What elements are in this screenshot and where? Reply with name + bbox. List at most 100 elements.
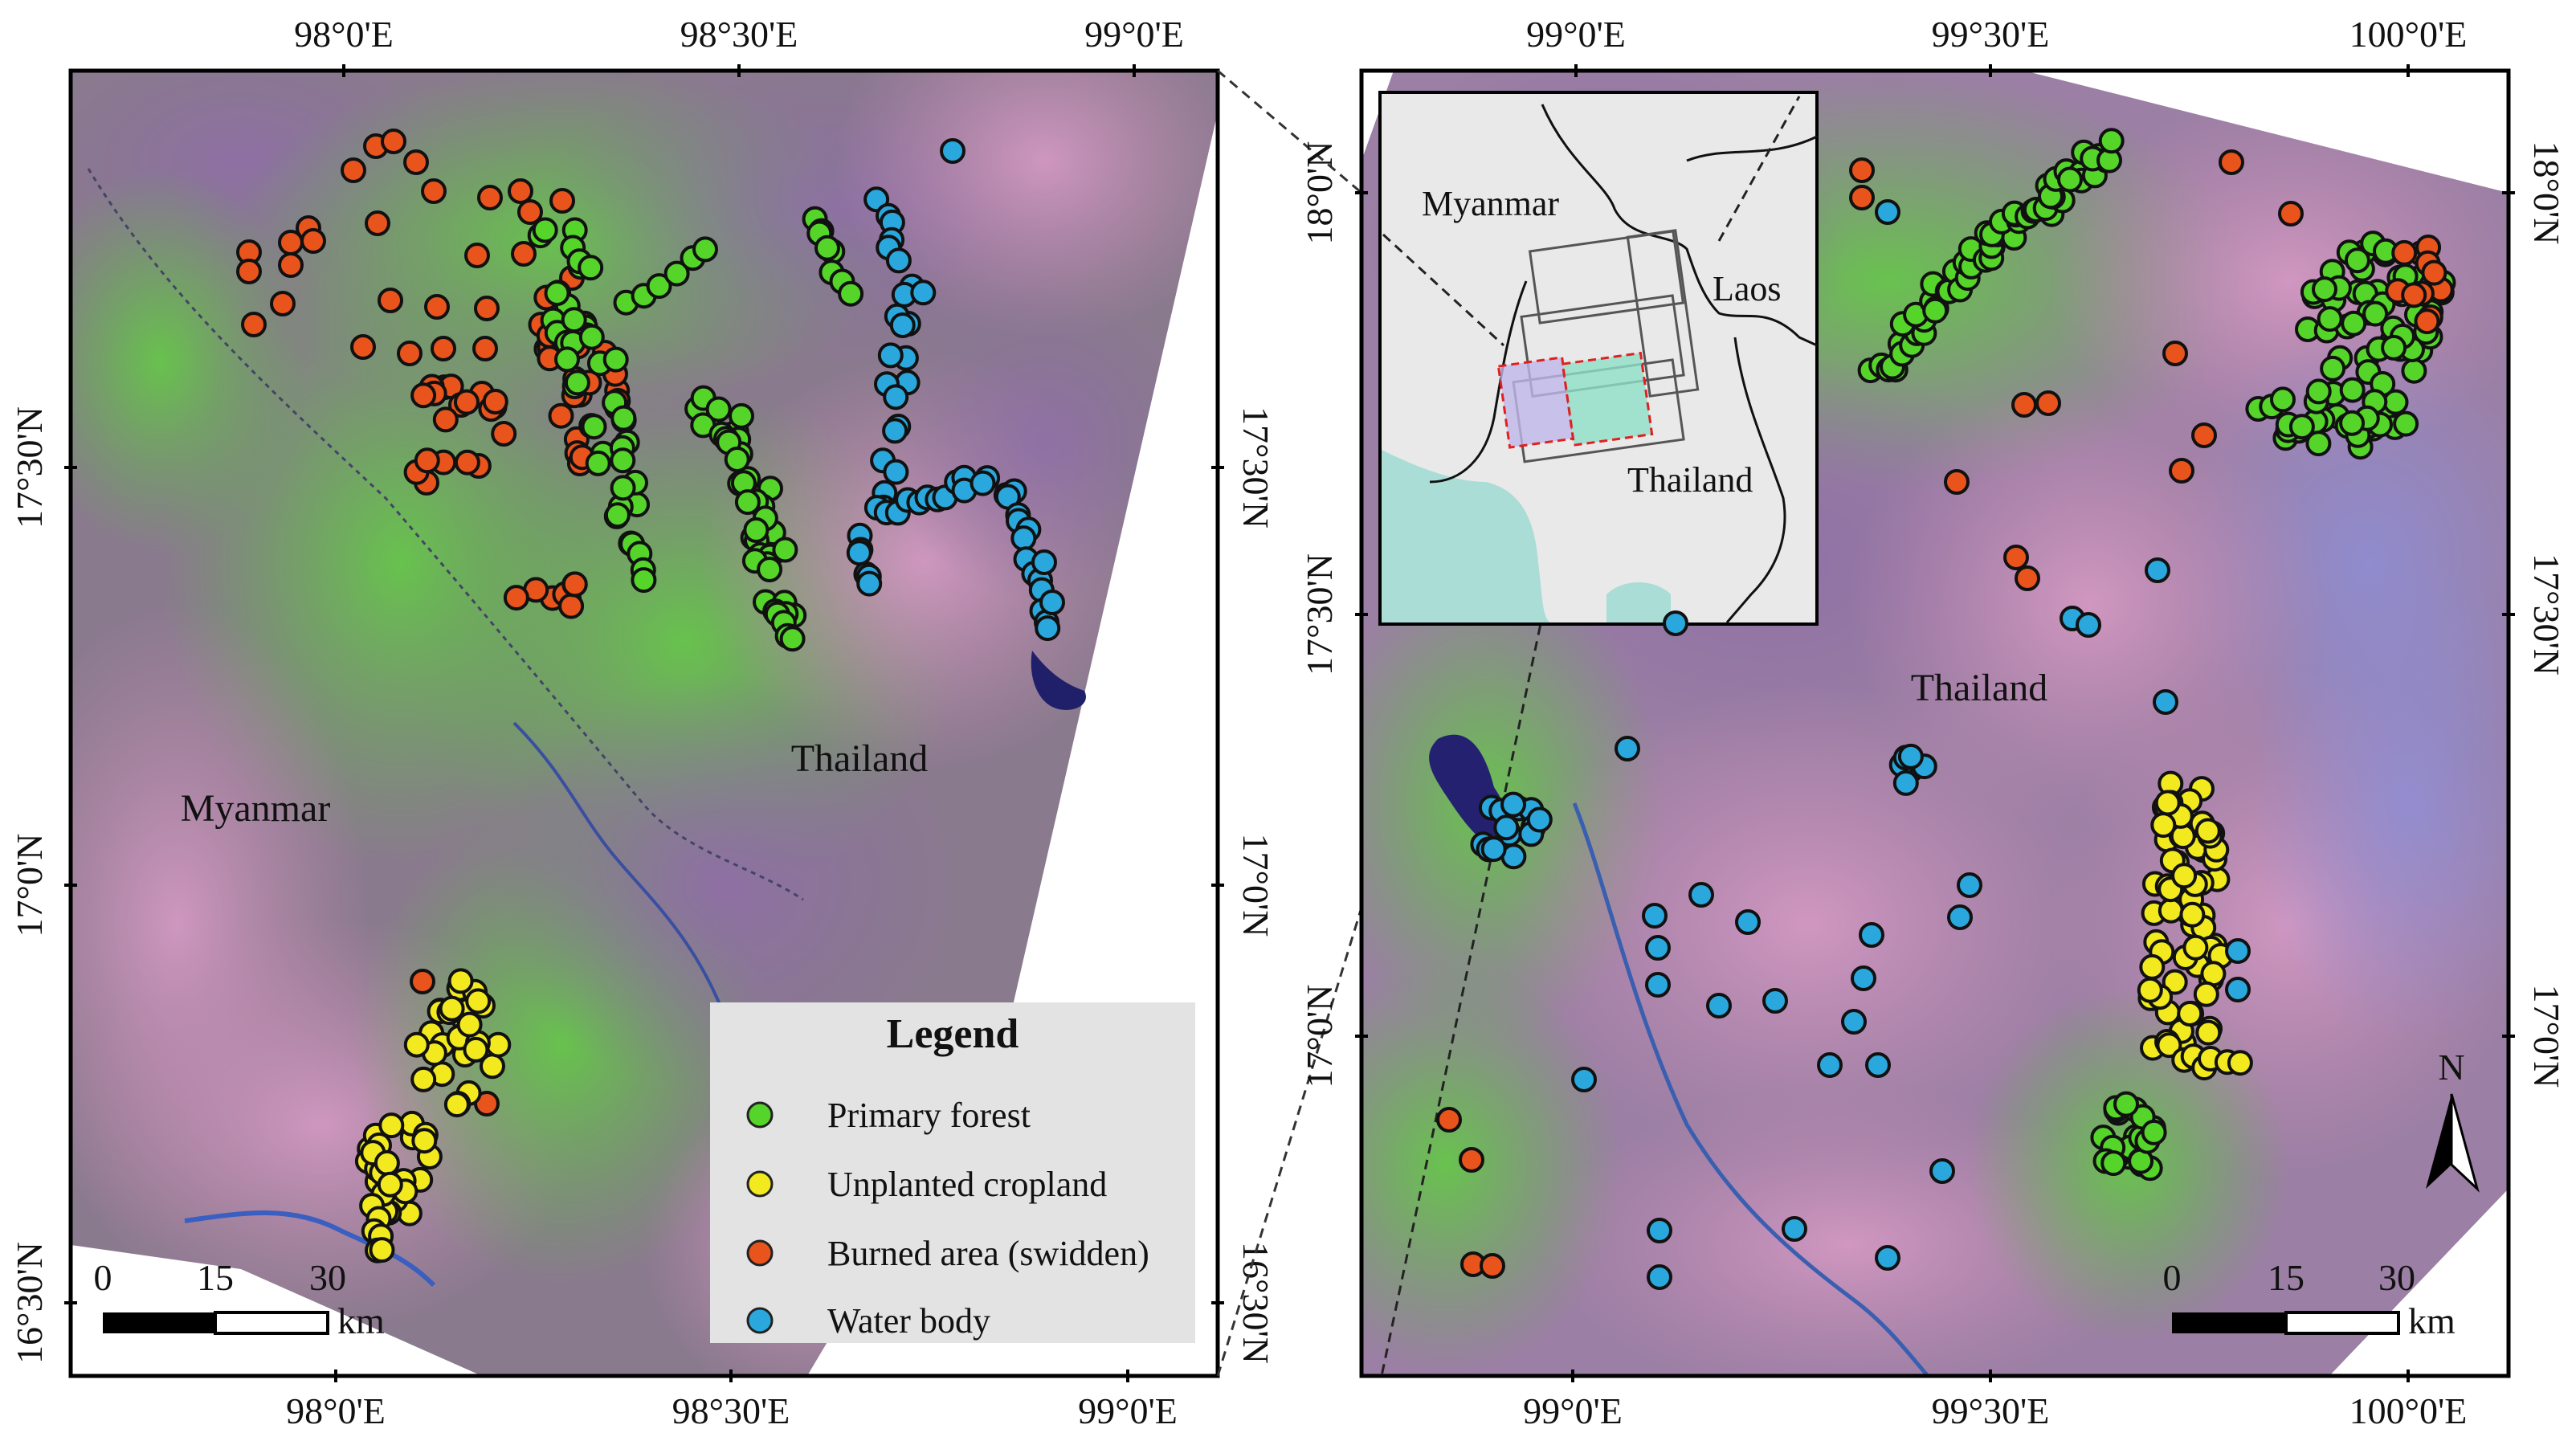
burned-point <box>511 241 537 267</box>
forest-point <box>838 280 864 307</box>
left-map-frame <box>68 68 1220 1378</box>
burned-point <box>477 185 503 210</box>
water-point <box>1782 1216 1807 1242</box>
reservoir <box>1031 651 1086 710</box>
burned-point <box>508 178 533 204</box>
forest-point <box>2305 378 2332 405</box>
water-point <box>2153 689 2178 715</box>
tick-label: 16°30'N <box>9 1242 50 1364</box>
burned-point <box>1436 1107 1462 1133</box>
left-map-points <box>236 129 1065 1263</box>
water-point <box>1500 791 1526 818</box>
forest-point <box>772 537 798 563</box>
forest-point <box>631 567 657 594</box>
inset-label-thailand: Thailand <box>1627 460 1753 500</box>
cropland-point <box>374 1149 400 1176</box>
tick-label: 18°0'N <box>2526 141 2567 245</box>
water-point <box>1875 1245 1900 1271</box>
right-top-ticks: 99°0'E 99°30'E 100°0'E <box>1526 14 2467 55</box>
burned-point <box>278 252 304 278</box>
tick-label: 17°30'N <box>2526 553 2567 676</box>
forest-point <box>610 475 636 501</box>
burned-point <box>270 291 296 316</box>
burned-point <box>431 336 456 361</box>
cropland-point <box>403 1031 430 1058</box>
burned-point <box>378 288 403 313</box>
water-point <box>1571 1067 1597 1092</box>
north-arrow-icon <box>2426 1094 2451 1189</box>
burned-point <box>549 188 575 214</box>
legend-swatch <box>746 1239 774 1267</box>
scale-tick-label: 0 <box>2163 1257 2182 1298</box>
tick-label: 100°0'E <box>2349 1390 2468 1431</box>
tick-label: 16°30'N <box>1235 1242 1276 1364</box>
burned-point <box>2421 259 2447 286</box>
tick-label: 17°30'N <box>1299 553 1340 676</box>
burned-point <box>2162 341 2188 366</box>
burned-point <box>2278 201 2304 227</box>
forest-point <box>2320 355 2346 382</box>
burned-point <box>454 389 480 415</box>
cropland-point <box>2162 969 2188 995</box>
burned-point <box>421 178 447 204</box>
cropland-point <box>2193 981 2219 1007</box>
forest-point <box>610 447 636 474</box>
burned-point <box>2414 308 2440 335</box>
burned-point <box>2401 282 2427 308</box>
inset-label-myanmar: Myanmar <box>1422 184 1559 223</box>
burned-point <box>464 243 490 268</box>
left-bottom-ticks: 98°0'E 98°30'E 99°0'E <box>286 1390 1178 1431</box>
cropland-point <box>2177 1001 2203 1027</box>
water-point <box>846 540 872 566</box>
forest-point <box>2100 1150 2127 1177</box>
water-point <box>1851 965 1876 991</box>
burned-point <box>381 129 406 154</box>
river-line <box>512 721 725 1013</box>
water-point <box>970 470 996 496</box>
forest-point <box>554 346 580 373</box>
left-top-ticks: 98°0'E 98°30'E 99°0'E <box>294 14 1184 55</box>
inset-label-laos: Laos <box>1713 269 1782 308</box>
water-point <box>1647 1218 1672 1243</box>
water-point <box>856 570 883 597</box>
forest-point <box>779 626 806 652</box>
right-left-ticks: 18°0'N 17°30'N 17°0'N <box>1299 141 1340 1088</box>
forest-point <box>814 235 840 261</box>
forest-point <box>561 307 587 333</box>
water-point <box>1615 736 1640 761</box>
forest-point <box>2382 389 2409 415</box>
water-point <box>1957 872 1982 898</box>
water-point <box>1897 743 1924 769</box>
burned-point <box>1849 157 1875 183</box>
burned-point <box>2011 392 2037 418</box>
water-point <box>1039 590 1065 615</box>
legend-label: Primary forest <box>827 1096 1031 1135</box>
forest-point <box>585 450 611 476</box>
tick-label: 99°30'E <box>1932 14 2050 55</box>
cropland-point <box>2137 977 2163 1003</box>
cropland-point <box>377 1171 403 1198</box>
cropland-point <box>463 1036 489 1063</box>
right-map-points <box>1436 128 2456 1290</box>
forest-point <box>532 217 558 243</box>
water-point <box>910 280 937 306</box>
burned-point <box>472 336 498 361</box>
forest-point <box>663 260 690 287</box>
forest-point <box>602 346 629 373</box>
forest-point <box>2312 276 2337 303</box>
burned-point <box>474 296 500 321</box>
forest-point <box>2305 431 2332 457</box>
burned-point <box>341 157 366 183</box>
river-line <box>1572 802 1929 1376</box>
burned-point <box>2219 149 2244 175</box>
extent-line <box>1380 578 1552 1376</box>
forest-point <box>544 280 570 306</box>
water-point <box>1663 610 1688 636</box>
burned-point <box>410 969 435 994</box>
water-point <box>1493 814 1520 841</box>
forest-point <box>724 447 750 472</box>
burned-point <box>1849 185 1875 210</box>
inset-map: Myanmar Laos Thailand <box>1378 91 1819 626</box>
cropland-point <box>439 995 465 1022</box>
